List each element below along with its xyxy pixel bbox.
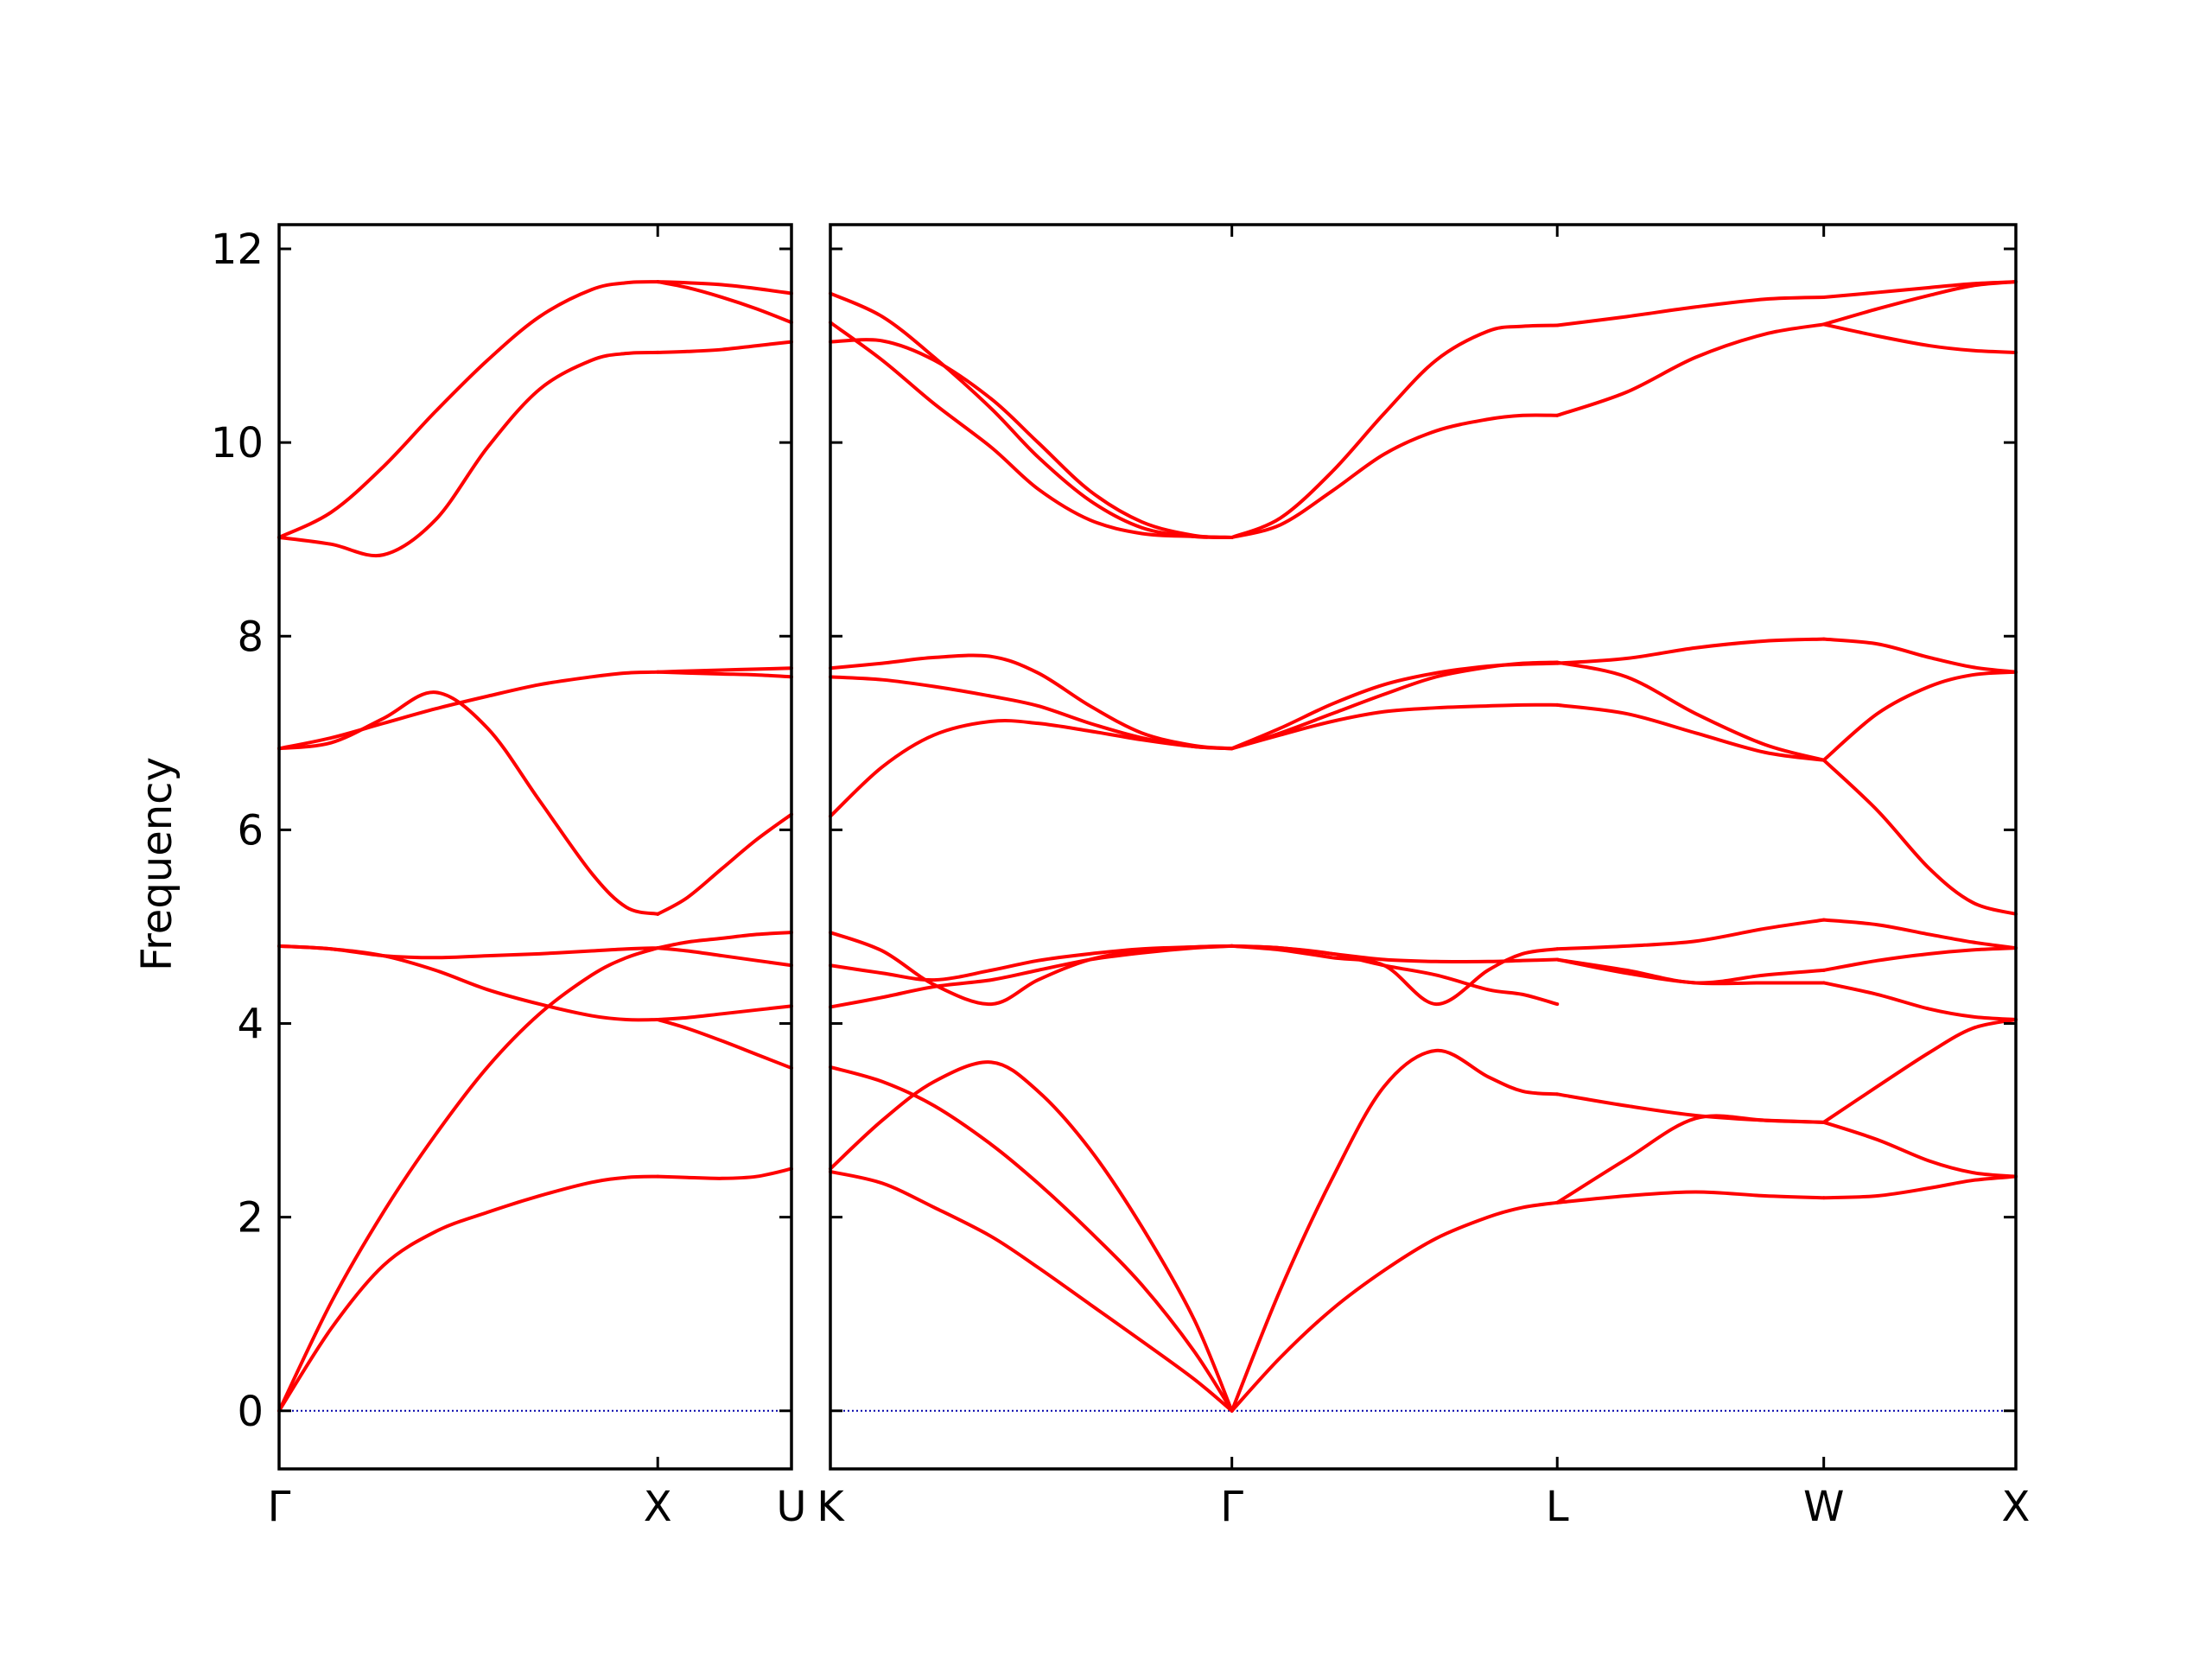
y-tick-label: 8	[237, 613, 264, 661]
band-line-p2-s3-b5	[1555, 957, 1826, 986]
x-tick-label: X	[644, 1483, 672, 1531]
band-line-p2-s1-b12	[829, 291, 1234, 540]
band-line-p2-s1-b9	[829, 653, 1234, 751]
band-line-p1-s2-b1	[656, 1166, 793, 1180]
band-line-p2-s4-b12	[1821, 280, 2018, 300]
band-line-p2-s1-b11	[829, 321, 1234, 539]
band-line-p2-s1-b7	[829, 719, 1234, 818]
y-tick-label: 2	[237, 1194, 264, 1243]
y-tick-label: 12	[211, 226, 264, 274]
band-line-p1-s2-b10	[656, 280, 793, 325]
band-line-p2-s3-b2	[1555, 1114, 1826, 1205]
band-line-p2-s3-b10	[1555, 322, 1826, 417]
band-line-p2-s4-b1	[1821, 1174, 2018, 1200]
band-line-p2-s3-b3	[1555, 1092, 1826, 1124]
band-line-p2-s2-b6	[1230, 702, 1560, 751]
band-line-p2-s4-b9	[1821, 637, 2018, 674]
x-tick-label: K	[817, 1483, 845, 1531]
band-line-p2-s4-b2	[1821, 1120, 2018, 1179]
panel-frame	[277, 223, 793, 1471]
band-line-p2-s1-b8	[829, 675, 1234, 751]
band-line-p2-s1-b6	[829, 931, 1234, 1007]
band-line-p1-s1-b4	[277, 944, 660, 960]
band-line-p1-s1-b5	[277, 690, 660, 916]
x-tick-label: W	[1803, 1483, 1844, 1531]
band-line-p2-s4-b7	[1821, 758, 2018, 916]
band-line-p1-s2-b9	[656, 340, 793, 354]
panel-1: 0 2 4 6 8 10 12 Γ X U	[211, 223, 807, 1531]
band-line-p1-s1-b2	[277, 946, 660, 1413]
band-line-p2-s2-b4	[1230, 944, 1560, 964]
band-line-p2-s1-b2	[829, 1060, 1234, 1413]
band-line-p2-s4-b3	[1821, 1018, 2018, 1124]
band-line-p1-s1-b7	[277, 350, 660, 558]
plot-layer: 0 2 4 6 8 10 12 Γ X U K Γ L W X	[211, 223, 2031, 1531]
y-tick-label: 0	[237, 1388, 264, 1436]
band-line-p2-s3-b8	[1555, 660, 1826, 762]
y-tick-label: 4	[237, 1001, 264, 1049]
band-line-p2-s2-b3	[1230, 944, 1560, 1007]
band-line-p2-s1-b3	[829, 1065, 1234, 1413]
band-line-p2-s4-b10	[1821, 322, 2018, 354]
band-line-p1-s1-b6	[277, 670, 660, 751]
band-line-p2-s3-b1	[1555, 1190, 1826, 1205]
band-line-p1-s2-b4	[656, 1004, 793, 1022]
band-line-p2-s4-b4	[1821, 981, 2018, 1022]
x-tick-label: L	[1546, 1483, 1569, 1531]
band-line-p2-s3-b6	[1555, 918, 1826, 951]
band-line-p2-s2-b9	[1230, 413, 1560, 539]
band-line-p2-s2-b2	[1230, 1048, 1560, 1413]
x-tick-label: Γ	[268, 1483, 291, 1531]
band-line-p2-s4-b6	[1821, 918, 2018, 950]
band-line-p2-s1-b10	[829, 338, 1234, 539]
band-line-p2-s2-b5	[1230, 944, 1560, 1007]
band-line-p2-s2-b1	[1230, 1200, 1560, 1413]
band-line-p2-s3-b7	[1555, 702, 1826, 762]
x-tick-label: X	[2002, 1483, 2031, 1531]
band-line-p2-s3-b9	[1555, 637, 1826, 665]
band-line-p2-s3-b11	[1555, 296, 1826, 327]
band-line-p1-s2-b5	[656, 946, 793, 968]
band-line-p1-s2-b3	[656, 1018, 793, 1071]
band-line-p2-s4-b5	[1821, 946, 2018, 972]
band-line-p1-s1-b8	[277, 280, 660, 539]
panel-frame	[829, 223, 2018, 1471]
band-line-p1-s2-b2	[656, 931, 793, 950]
y-axis-label-group: Frequency	[133, 757, 181, 971]
band-line-p2-s3-b4	[1555, 957, 1826, 985]
band-line-p2-s2-b10	[1230, 323, 1560, 539]
y-axis-label: Frequency	[133, 757, 181, 971]
band-line-p1-s2-b11	[656, 280, 793, 296]
x-tick-label: U	[776, 1483, 806, 1531]
y-tick-label: 6	[237, 806, 264, 855]
band-line-p2-s4-b8	[1821, 670, 2018, 762]
band-line-p1-s1-b1	[277, 1174, 660, 1413]
y-tick-label: 10	[211, 419, 264, 467]
band-line-p1-s2-b6	[656, 812, 793, 916]
band-line-p1-s2-b8	[656, 666, 793, 674]
x-tick-label: Γ	[1220, 1483, 1243, 1531]
band-line-p2-s1-b1	[829, 1169, 1234, 1413]
band-line-p2-s2-b8	[1230, 660, 1560, 751]
